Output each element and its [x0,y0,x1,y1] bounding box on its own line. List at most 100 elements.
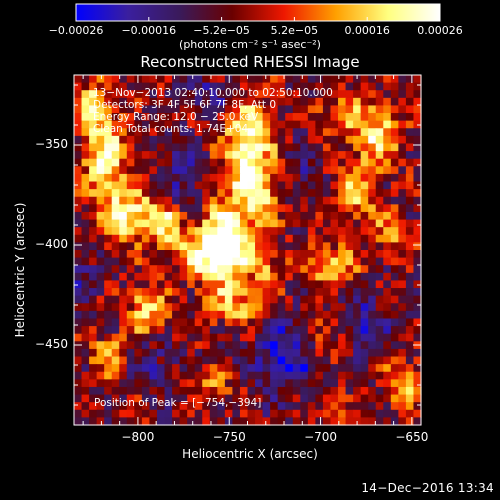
heatmap-cell [164,113,173,122]
heatmap-cell [89,386,98,396]
heatmap-cell [405,227,415,236]
heatmap-cell [277,82,286,91]
heatmap-cell [330,113,339,122]
heatmap-cell [255,394,264,403]
heatmap-cell [164,394,173,403]
heatmap-cell [315,105,324,114]
heatmap-cell [330,386,339,396]
heatmap-cell [292,113,301,122]
heatmap-cell [315,189,324,198]
heatmap-cell [405,280,415,289]
heatmap-cell [262,303,271,312]
heatmap-cell [292,326,301,335]
heatmap-cell [292,409,301,418]
heatmap-cell [187,280,196,289]
heatmap-cell [89,151,98,160]
heatmap-cell [262,120,271,129]
heatmap-cell [270,326,279,335]
heatmap-cell [375,166,384,175]
heatmap-cell [285,288,294,297]
heatmap-cell [209,204,218,213]
heatmap-cell [405,333,415,342]
heatmap-cell [194,341,203,350]
heatmap-cell [413,227,422,236]
heatmap-cell [270,371,279,380]
heatmap-cell [209,348,218,358]
heatmap-cell [405,364,415,373]
heatmap-cell [345,211,354,221]
heatmap-cell [255,386,264,396]
heatmap-cell [353,250,362,259]
heatmap-cell [375,158,384,167]
heatmap-cell [292,250,301,259]
heatmap-cell [111,196,120,205]
heatmap-cell [104,409,113,418]
heatmap-cell [81,173,90,183]
heatmap-cell [262,90,271,99]
heatmap-cell [224,181,234,190]
heatmap-cell [390,371,399,380]
heatmap-cell [322,326,332,335]
heatmap-cell [398,227,407,236]
heatmap-cell [345,265,354,274]
heatmap-cell [353,113,362,122]
x-tick-label: −700 [304,430,338,444]
heatmap-cell [300,364,309,373]
heatmap-cell [217,97,226,107]
heatmap-cell [300,135,309,145]
heatmap-cell [164,356,173,365]
heatmap-cell [360,82,369,91]
heatmap-cell [255,143,264,152]
heatmap-cell [368,90,377,99]
heatmap-cell [413,371,422,380]
heatmap-cell [209,90,218,99]
heatmap-cell [255,303,264,312]
heatmap-cell [104,181,113,190]
heatmap-cell [202,318,211,327]
heatmap-cell [300,143,309,152]
heatmap-cell [405,234,415,243]
heatmap-cell [383,204,392,213]
heatmap-cell [413,242,422,251]
heatmap-cell [172,303,181,312]
heatmap-cell [353,265,362,274]
heatmap-cell [322,181,332,190]
heatmap-cell [330,227,339,236]
heatmap-cell [149,113,158,122]
heatmap-cell [134,356,143,365]
heatmap-cell [126,402,135,411]
heatmap-cell [141,250,151,259]
heatmap-cell [126,409,135,418]
heatmap-cell [81,280,90,289]
heatmap-cell [353,128,362,137]
heatmap-cell [375,82,384,91]
heatmap-cell [285,394,294,403]
heatmap-cell [368,386,377,396]
heatmap-cell [239,356,249,365]
heatmap-cell [292,143,301,152]
heatmap-cell [413,379,422,388]
heatmap-cell [307,234,316,243]
heatmap-cell [126,90,135,99]
heatmap-cell [390,75,399,84]
heatmap-cell [262,386,271,396]
heatmap-cell [307,82,316,91]
heatmap-cell [239,257,249,266]
heatmap-cell [111,128,120,137]
heatmap-cell [405,82,415,91]
heatmap-cell [156,120,166,129]
heatmap-cell [360,257,369,266]
heatmap-cell [247,189,256,198]
heatmap-cell [74,310,83,320]
heatmap-cell [217,189,226,198]
heatmap-cell [262,196,271,205]
heatmap-cell [270,318,279,327]
heatmap-cell [119,211,128,221]
heatmap-cell [217,135,226,145]
heatmap-cell [164,326,173,335]
heatmap-cell [81,166,90,175]
heatmap-cell [126,295,135,304]
heatmap-cell [156,272,166,282]
heatmap-cell [375,173,384,183]
plot-timestamp: 14−Dec−2016 13:34 [361,481,494,495]
